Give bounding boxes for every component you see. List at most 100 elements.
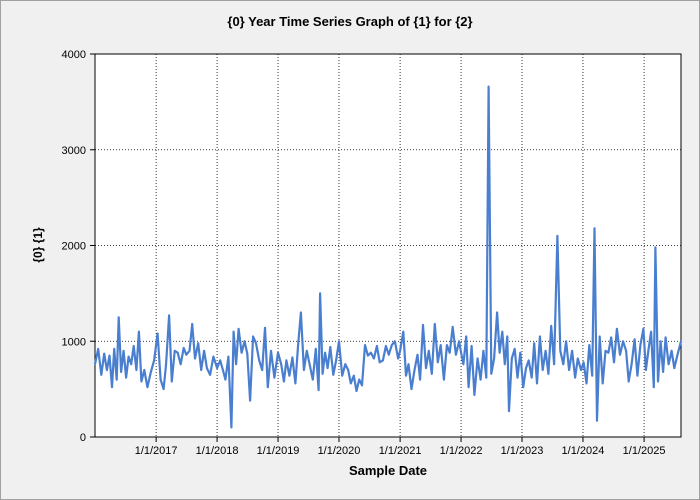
- data-point: [433, 323, 436, 325]
- data-point: [585, 382, 588, 385]
- data-point: [479, 378, 482, 381]
- data-point: [185, 353, 188, 356]
- data-point: [370, 351, 372, 354]
- data-point: [249, 399, 252, 402]
- data-point: [311, 378, 314, 381]
- data-point: [317, 389, 320, 391]
- data-point: [300, 311, 302, 314]
- data-point: [645, 369, 647, 371]
- x-tick-label: 1/1/2018: [196, 445, 239, 457]
- data-point: [407, 363, 410, 366]
- axis-layer: 0 1000 2000 3000 4000 1/1/2017 1/1/2018 1/1/201…: [62, 49, 666, 457]
- data-point: [305, 349, 308, 352]
- data-point: [390, 344, 393, 346]
- data-point: [321, 372, 324, 375]
- data-point: [397, 357, 399, 360]
- x-tick-label: 1/1/2020: [318, 445, 361, 457]
- data-point: [596, 419, 598, 422]
- data-point: [283, 380, 285, 383]
- data-point: [209, 373, 212, 376]
- data-point: [115, 378, 118, 381]
- data-point: [664, 336, 667, 339]
- y-tick-label: 4000: [62, 49, 86, 61]
- data-point: [385, 345, 387, 347]
- data-point: [291, 356, 294, 359]
- data-point: [654, 246, 657, 249]
- data-point: [482, 349, 485, 352]
- data-point: [170, 380, 173, 383]
- data-point: [622, 340, 624, 343]
- data-point: [627, 380, 630, 383]
- data-point: [335, 359, 337, 362]
- series-line-0: [93, 85, 683, 429]
- data-point: [487, 85, 490, 88]
- data-point: [470, 345, 473, 347]
- data-point: [194, 357, 196, 360]
- data-point: [191, 323, 194, 325]
- data-point: [255, 342, 257, 345]
- data-point: [550, 325, 553, 327]
- data-point: [565, 340, 567, 343]
- data-point: [197, 342, 200, 345]
- data-point: [510, 357, 513, 360]
- data-point: [467, 386, 470, 389]
- data-point: [657, 380, 659, 383]
- data-point: [206, 367, 208, 369]
- data-point: [216, 367, 219, 369]
- data-point: [332, 373, 335, 376]
- data-point: [349, 382, 352, 385]
- x-tick-label: 1/1/2022: [440, 445, 483, 457]
- x-tick-label: 1/1/2019: [257, 445, 300, 457]
- data-point: [673, 367, 676, 369]
- data-point: [237, 327, 240, 330]
- data-point: [347, 369, 350, 371]
- y-tick-label: 1000: [62, 336, 86, 348]
- data-point: [140, 380, 143, 383]
- data-point: [165, 364, 167, 367]
- data-point: [530, 376, 533, 379]
- data-point: [604, 349, 607, 352]
- data-point: [676, 353, 679, 356]
- data-point: [527, 359, 530, 362]
- data-point: [280, 363, 283, 366]
- data-point: [143, 369, 146, 371]
- data-point: [580, 369, 582, 371]
- data-point: [338, 340, 340, 343]
- x-tick-label: 1/1/2024: [562, 445, 605, 457]
- data-point: [436, 361, 439, 364]
- data-point: [410, 388, 413, 390]
- data-point: [473, 394, 476, 396]
- data-point: [361, 384, 363, 387]
- x-tick-label: 1/1/2025: [623, 445, 666, 457]
- data-point: [425, 367, 427, 369]
- data-point: [553, 363, 555, 366]
- data-point: [419, 378, 421, 381]
- data-point: [519, 351, 522, 354]
- data-point: [203, 349, 206, 352]
- data-point: [352, 374, 355, 377]
- data-point: [277, 351, 279, 354]
- data-point: [230, 426, 233, 429]
- data-point: [261, 369, 264, 371]
- data-point: [162, 388, 165, 390]
- data-point: [117, 316, 120, 319]
- data-point: [176, 351, 179, 354]
- data-point: [508, 410, 510, 412]
- data-point: [659, 340, 662, 343]
- data-point: [516, 376, 519, 379]
- data-point: [402, 330, 405, 333]
- data-point: [498, 351, 501, 354]
- data-point: [200, 369, 203, 371]
- data-point: [97, 348, 100, 350]
- series-layer: [93, 85, 683, 429]
- data-point: [416, 353, 419, 356]
- data-point: [439, 344, 442, 346]
- data-point: [476, 357, 479, 360]
- data-point: [430, 372, 433, 375]
- y-tick-label: 0: [80, 432, 86, 444]
- data-point: [667, 363, 670, 366]
- data-point: [150, 371, 152, 373]
- data-point: [501, 330, 504, 333]
- chart-title: {0} Year Time Series Graph of {1} for {2…: [227, 14, 473, 29]
- data-point: [303, 369, 305, 371]
